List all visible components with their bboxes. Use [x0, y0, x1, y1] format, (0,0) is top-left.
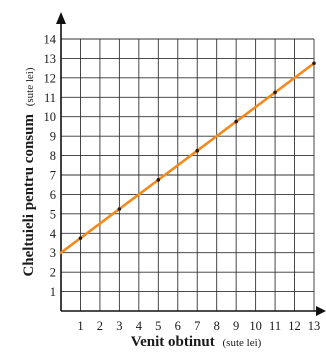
x-axis-unit: (sute lei)	[223, 337, 262, 349]
series-line	[59, 61, 316, 255]
x-axis-title: Venit obtinut (sute lei)	[131, 334, 262, 350]
y-axis-unit: (sute lei)	[24, 67, 36, 106]
x-tick-label: 3	[116, 319, 122, 333]
y-tick-label: 12	[44, 71, 57, 85]
x-tick-label: 7	[194, 319, 200, 333]
x-tick-label: 2	[97, 319, 103, 333]
y-axis-title: Cheltuieli pentru consum (sute lei)	[21, 67, 37, 276]
x-tick-label: 4	[136, 319, 143, 333]
x-tick-label: 12	[288, 319, 301, 333]
y-tick-label: 3	[50, 246, 56, 260]
y-tick-label: 6	[50, 188, 56, 202]
y-axis-title-text: Cheltuieli pentru consum	[21, 114, 37, 277]
axes	[56, 12, 326, 316]
data-point	[234, 119, 238, 124]
y-tick-label: 9	[50, 130, 56, 144]
y-axis-arrow	[56, 12, 66, 24]
x-tick-label: 6	[175, 319, 181, 333]
y-tick-label: 11	[44, 91, 56, 105]
x-tick-label: 11	[269, 319, 281, 333]
y-tick-label: 7	[50, 169, 56, 183]
y-tick-label: 2	[50, 266, 56, 280]
x-tick-label: 8	[214, 319, 220, 333]
data-point	[195, 148, 200, 153]
x-tick-label: 9	[233, 319, 239, 333]
y-tick-label: 1	[50, 285, 56, 299]
data-point	[117, 207, 122, 211]
x-tick-label: 5	[155, 319, 161, 333]
x-tick-label: 10	[249, 319, 262, 333]
y-tick-label: 8	[50, 149, 56, 163]
x-axis-title-text: Venit obtinut	[131, 334, 215, 350]
data-point	[273, 90, 277, 95]
x-tick-label: 1	[77, 319, 83, 333]
y-tick-label: 13	[44, 52, 57, 66]
x-axis-arrow	[316, 306, 326, 316]
y-tick-label: 10	[44, 110, 57, 124]
data-point	[312, 61, 316, 66]
y-tick-label: 14	[44, 33, 57, 47]
data-point	[156, 178, 161, 182]
y-tick-label: 4	[50, 227, 57, 241]
series	[59, 61, 316, 255]
x-tick-label: 13	[308, 319, 321, 333]
grid	[61, 38, 315, 311]
y-tick-label: 5	[50, 207, 56, 221]
data-point	[78, 236, 83, 240]
